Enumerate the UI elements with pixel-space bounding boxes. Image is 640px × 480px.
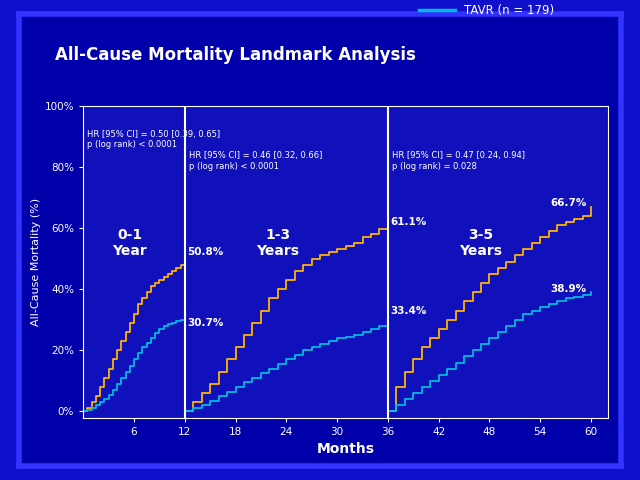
Text: 38.9%: 38.9% xyxy=(550,284,587,294)
Text: All-Cause Mortality Landmark Analysis: All-Cause Mortality Landmark Analysis xyxy=(55,46,416,64)
Y-axis label: All-Cause Mortality (%): All-Cause Mortality (%) xyxy=(31,198,40,325)
X-axis label: Months: Months xyxy=(317,442,374,456)
Text: 66.7%: 66.7% xyxy=(550,199,587,208)
Text: 61.1%: 61.1% xyxy=(390,217,427,227)
Text: 0-1
Year: 0-1 Year xyxy=(113,228,147,258)
Text: 33.4%: 33.4% xyxy=(390,306,427,315)
Text: 3-5
Years: 3-5 Years xyxy=(460,228,502,258)
Text: 1-3
Years: 1-3 Years xyxy=(257,228,300,258)
Text: HR [95% CI] = 0.50 [0.39, 0.65]
p (log rank) < 0.0001: HR [95% CI] = 0.50 [0.39, 0.65] p (log r… xyxy=(88,130,221,149)
Text: 30.7%: 30.7% xyxy=(188,318,224,328)
Legend: Standard Rx (n = 179), TAVR (n = 179): Standard Rx (n = 179), TAVR (n = 179) xyxy=(415,0,602,22)
Text: HR [95% CI] = 0.47 [0.24, 0.94]
p (log rank) = 0.028: HR [95% CI] = 0.47 [0.24, 0.94] p (log r… xyxy=(392,152,525,171)
Text: 50.8%: 50.8% xyxy=(188,247,223,257)
Text: HR [95% CI] = 0.46 [0.32, 0.66]
p (log rank) < 0.0001: HR [95% CI] = 0.46 [0.32, 0.66] p (log r… xyxy=(189,152,323,171)
